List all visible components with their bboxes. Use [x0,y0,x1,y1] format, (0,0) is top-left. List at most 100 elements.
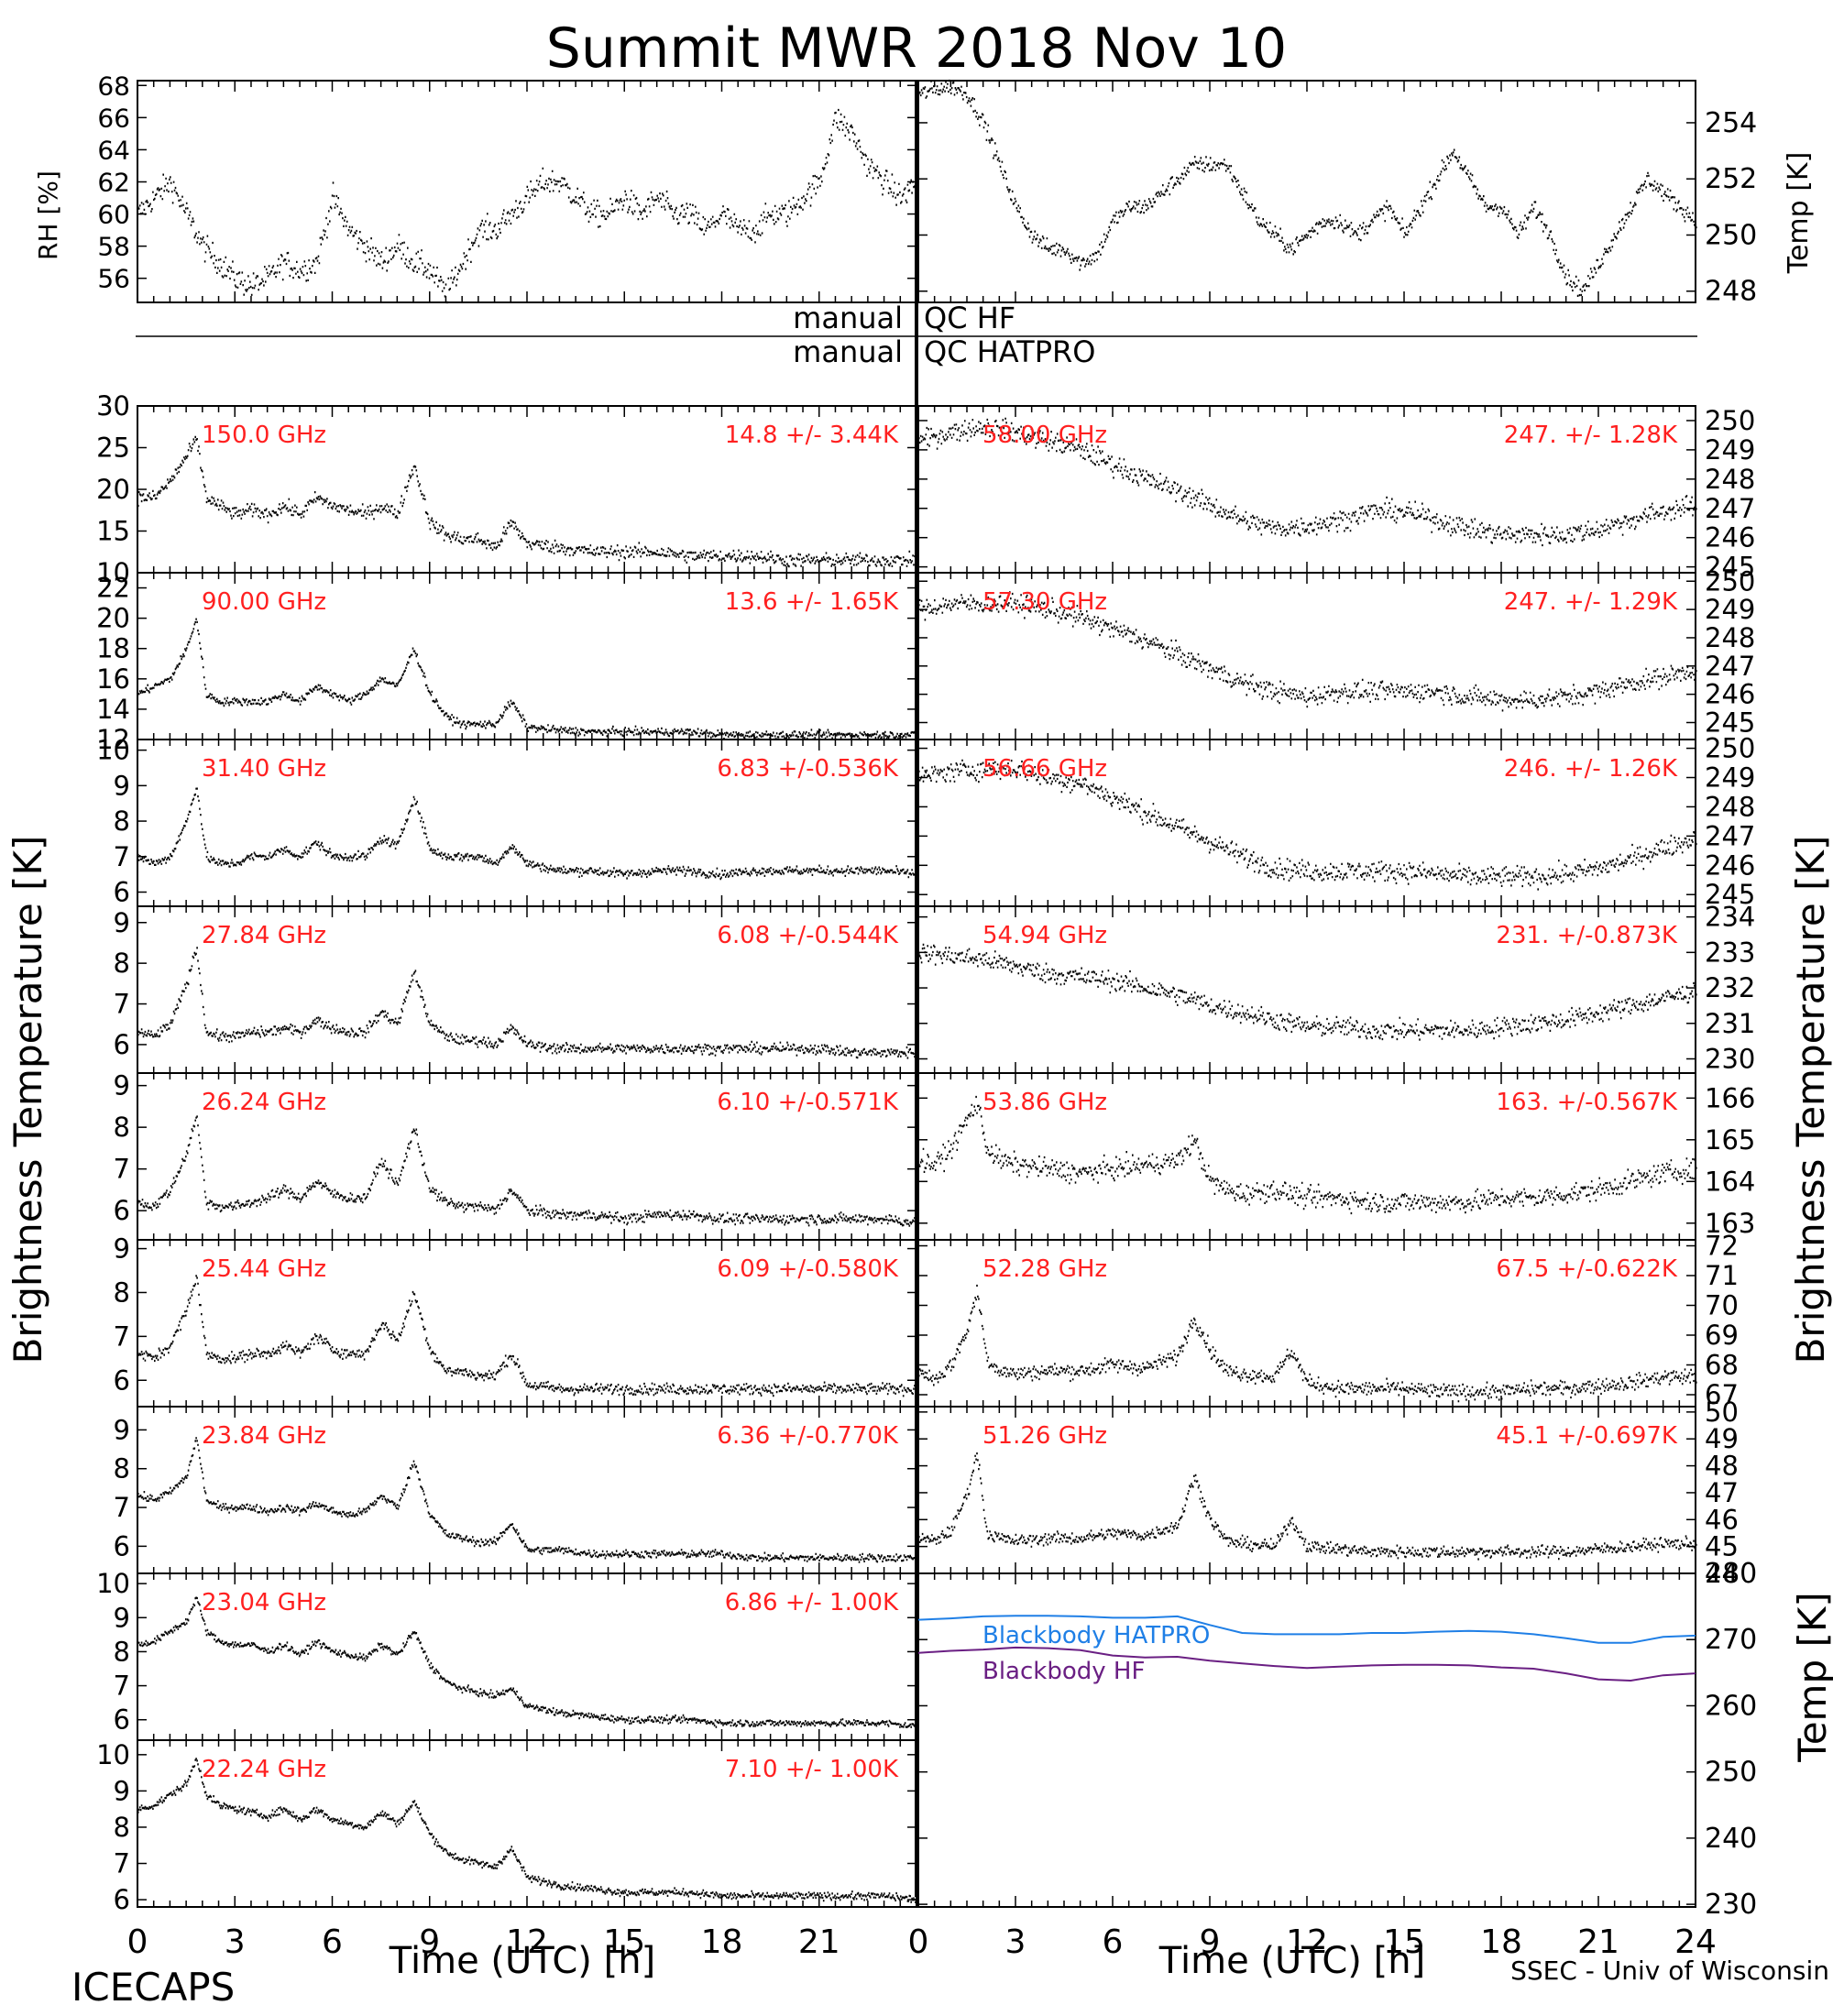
rh-ylabel: RH [%] [33,170,63,260]
y-tick-label: 270 [1705,1624,1757,1656]
y-tick-label: 8 [114,948,130,979]
series-line-1 [917,1646,1696,1682]
channel-label: 52.28 GHz [982,1255,1107,1283]
channel-label: 51.26 GHz [982,1422,1107,1450]
y-tick-label: 70 [1705,1290,1739,1321]
panel-ch_5386: 163 164 165 166 53.86 GHz 163. +/-0.567K [917,1072,1755,1241]
y-tick-label: 9 [114,1602,130,1633]
stats-label: 247. +/- 1.28K [1504,422,1678,449]
y-tick-label: 250 [1705,565,1755,597]
panels-layer: 565860626466682482502522541015202530150.… [96,71,1757,1921]
stats-label: 45.1 +/-0.697K [1496,1422,1678,1450]
stats-label: 6.36 +/-0.770K [717,1422,899,1450]
x-tick-label: 18 [1480,1923,1522,1961]
channel-label: 57.30 GHz [982,588,1107,616]
y-tick-label: 66 [97,103,130,133]
y-tick-label: 46 [1705,1504,1739,1535]
data-points [137,108,918,304]
stats-label: 6.86 +/- 1.00K [725,1589,899,1616]
data-points [137,1758,918,1903]
data-points [918,1284,1697,1403]
y-tick-label: 249 [1705,594,1755,625]
x-tick-label: 21 [1577,1923,1619,1961]
panel-ch_2624: 6 7 8 9 26.24 GHz 6.10 +/-0.571K [114,1070,918,1241]
channel-label: 54.94 GHz [982,922,1107,949]
y-tick-label: 8 [114,1112,130,1143]
y-tick-label: 9 [114,1775,130,1806]
y-tick-label: 246 [1705,522,1755,553]
y-tick-label: 7 [114,1848,130,1879]
y-tick-label: 10 [96,557,130,588]
y-tick-label: 6 [114,877,130,908]
panel-ch_150: 10 15 20 25 30 150.0 GHz 14.8 +/- 3.44K [96,390,918,588]
y-tick-label: 250 [1705,405,1755,436]
y-tick-label: 260 [1705,1690,1757,1722]
panel-ch_2224: 6 7 8 9 10 22.24 GHz 7.10 +/- 1.00K [96,1739,918,1915]
y-tick-label: 8 [114,1636,130,1667]
x-tick-label: 6 [322,1923,343,1961]
x-tick-label: 0 [908,1923,929,1961]
left-ylabel: Brightness Temperature [K] [5,836,50,1364]
y-tick-label: 12 [96,724,130,755]
y-tick-label: 48 [1705,1451,1739,1482]
y-tick-label: 231 [1705,1008,1755,1039]
y-tick-label: 8 [114,1812,130,1843]
data-points [137,1437,918,1563]
y-tick-label: 7 [114,1320,130,1352]
data-points [918,1452,1697,1561]
y-tick-label: 8 [114,1453,130,1485]
series-line-0 [917,1615,1696,1644]
y-tick-label: 20 [96,603,130,634]
stats-label: 6.08 +/-0.544K [717,922,899,949]
panel-ch_5494: 230 231 232 233 234 54.94 GHz 231. +/-0.873K [917,902,1755,1075]
x-axis-layer: 0 3 6 9 12 15 18 21 0 3 6 9 12 15 18 21 24 [127,1923,1717,1961]
y-tick-label: 56 [97,264,130,294]
y-tick-label: 6 [114,1029,130,1060]
y-tick-label: 240 [1705,1823,1757,1855]
y-tick-label: 22 [96,573,130,604]
y-tick-label: 234 [1705,902,1755,933]
y-tick-label: 164 [1705,1166,1755,1197]
series-label: Blackbody HF [982,1658,1145,1685]
footer-right: SSEC - Univ of Wisconsin [1510,1956,1829,1986]
qc-left-1: manual [793,301,903,335]
y-tick-label: 247 [1705,493,1755,524]
y-tick-label: 9 [114,907,130,938]
y-tick-label: 232 [1705,972,1755,1003]
y-tick-label: 6 [114,1704,130,1736]
panel-blackbody: 230 240 250 260 270 280 Blackbody HATPRO Blackb… [917,1558,1757,1921]
panel-frame [137,80,917,303]
qc-right-1: QC HF [924,301,1015,335]
y-tick-label: 10 [96,1568,130,1599]
y-tick-label: 15 [96,516,130,547]
x-tick-label: 24 [1674,1923,1717,1961]
stats-label: 247. +/- 1.29K [1504,588,1678,616]
stats-label: 6.10 +/-0.571K [717,1089,899,1116]
y-tick-label: 250 [1705,219,1757,251]
y-tick-label: 165 [1705,1124,1755,1156]
y-tick-label: 49 [1705,1423,1739,1454]
y-tick-label: 50 [1705,1397,1739,1428]
y-tick-label: 16 [96,663,130,695]
y-tick-label: 6 [114,1530,130,1561]
stats-label: 67.5 +/-0.622K [1496,1255,1678,1283]
channel-label: 25.44 GHz [202,1255,326,1283]
data-points [918,591,1697,712]
y-tick-label: 247 [1705,651,1755,682]
data-points [137,947,918,1059]
stats-label: 6.09 +/-0.580K [717,1255,899,1283]
panel-temp: 248 250 252 254 [917,79,1757,308]
stats-label: 7.10 +/- 1.00K [725,1756,899,1783]
x-tick-label: 15 [1383,1923,1425,1961]
y-tick-label: 6 [114,1364,130,1396]
bb-ylabel: Temp [K] [1790,1592,1833,1763]
data-points [137,1596,918,1728]
stats-label: 231. +/-0.873K [1496,922,1678,949]
y-tick-label: 60 [97,200,130,230]
x-tick-label: 0 [127,1923,148,1961]
x-tick-label: 3 [1005,1923,1026,1961]
y-tick-label: 252 [1705,163,1757,195]
